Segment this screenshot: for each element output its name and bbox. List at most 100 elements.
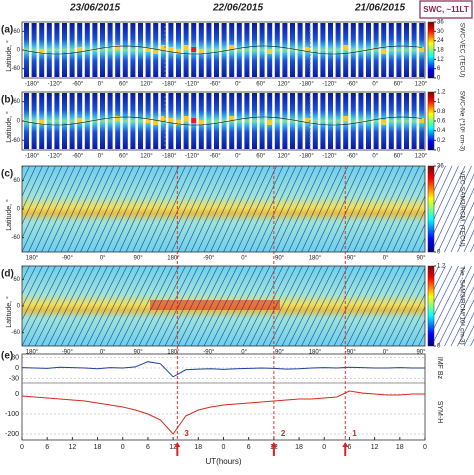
series-line <box>21 390 425 435</box>
field-line <box>281 265 323 347</box>
swath <box>312 23 318 77</box>
field-line <box>138 165 180 253</box>
swath <box>274 93 280 149</box>
field-line <box>294 265 336 347</box>
event-label: 3 <box>184 429 189 438</box>
field-line <box>73 165 115 253</box>
x-tick-label: 0° <box>241 256 247 262</box>
event-arrow <box>342 442 349 456</box>
swath <box>62 23 67 77</box>
swath <box>31 93 37 149</box>
hotspot <box>191 118 197 123</box>
x-tick-label: 0° <box>235 154 241 160</box>
swath <box>92 23 98 77</box>
x-tick-label: -60° <box>72 82 84 88</box>
hotspot <box>77 47 83 52</box>
colorbar-tick-label: 36 <box>437 164 444 170</box>
swath <box>221 93 227 149</box>
field-line <box>353 165 394 253</box>
swath <box>373 23 379 77</box>
x-tick-label: 0° <box>372 154 378 160</box>
field-line <box>385 165 427 253</box>
series-label: IMF Bz <box>436 357 443 380</box>
x-tick-label: -120° <box>48 82 63 88</box>
y-tick-label: 60 <box>13 29 20 35</box>
y-tick-label: -60 <box>11 235 20 241</box>
y-tick-label: -60 <box>11 330 20 336</box>
swath <box>404 23 409 77</box>
field-line <box>366 265 407 347</box>
field-line <box>372 265 414 347</box>
swath <box>396 93 402 149</box>
swath <box>130 23 136 77</box>
swath <box>214 93 219 149</box>
swath <box>335 93 341 149</box>
y-tick-label: -60 <box>11 138 20 144</box>
x-tick-label: 12 <box>68 444 76 451</box>
hotspot <box>183 45 189 50</box>
field-line <box>249 165 290 253</box>
field-line <box>145 265 186 347</box>
field-line <box>366 165 407 253</box>
swath <box>31 23 37 77</box>
field-line <box>158 265 199 347</box>
hotspot <box>176 49 181 54</box>
field-line <box>229 165 271 253</box>
colorbar-tick-label: 12 <box>437 57 444 63</box>
mask-l <box>0 266 22 346</box>
swath <box>54 93 60 149</box>
field-line <box>93 265 134 347</box>
swath <box>46 93 52 149</box>
field-line <box>236 165 277 253</box>
hotspot <box>160 45 166 50</box>
swath <box>54 23 60 77</box>
colorbar-tick-label: 0 <box>437 148 441 154</box>
field-line <box>307 265 349 347</box>
swath <box>214 23 219 77</box>
panel-letter: (b) <box>1 95 14 106</box>
field-line <box>340 265 381 347</box>
field-line <box>93 165 134 253</box>
field-line <box>60 265 102 347</box>
x-tick-label: 120° <box>415 154 428 160</box>
colorbar-label: VEC-SAM3/RCM. (TECU) <box>458 171 465 246</box>
field-line <box>379 165 420 253</box>
hotspot <box>267 49 273 54</box>
field-line <box>21 265 63 347</box>
colorbar-tick-label: 0 <box>437 344 441 350</box>
colorbar-tick-label: 1.2 <box>437 90 446 96</box>
hotspot <box>153 49 159 54</box>
field-line <box>288 165 329 253</box>
field-line <box>41 165 82 253</box>
x-tick-label: -60° <box>72 154 84 160</box>
x-tick-label: -60° <box>347 154 359 160</box>
swath <box>373 93 379 149</box>
event-arrow <box>174 442 181 456</box>
swath <box>282 23 288 77</box>
field-line <box>255 265 297 347</box>
x-tick-label: 60° <box>119 82 129 88</box>
y-tick-label: 30 <box>11 354 19 361</box>
swath <box>100 93 105 149</box>
x-tick-label: 180° <box>309 350 322 356</box>
swath <box>100 23 105 77</box>
field-line <box>184 165 225 253</box>
x-tick-label: 90° <box>416 256 426 262</box>
field-line <box>223 165 264 253</box>
field-line <box>242 165 284 253</box>
swath <box>259 93 265 149</box>
hotspot <box>419 47 425 52</box>
colorbar-tick-label: 30 <box>437 29 444 35</box>
field-line <box>54 265 95 347</box>
x-tick-label: 90° <box>416 350 426 356</box>
x-tick-label: -120° <box>322 82 337 88</box>
swath <box>312 93 318 149</box>
field-line <box>398 265 440 347</box>
swath <box>236 23 242 77</box>
field-line <box>450 299 474 347</box>
field-line <box>197 265 238 347</box>
field-line <box>203 165 245 253</box>
y-tick-label: 0 <box>17 207 21 213</box>
swath <box>138 23 143 77</box>
swath <box>107 93 113 149</box>
